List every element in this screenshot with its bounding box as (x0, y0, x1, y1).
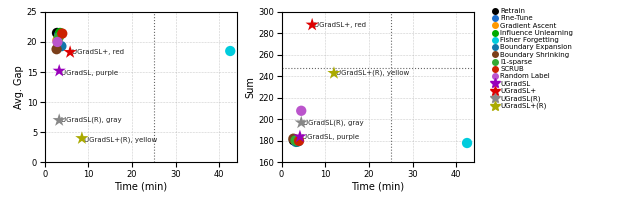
Point (292, 140, 302, 143)
Point (289, 139, 299, 142)
Text: UGradSL+, red: UGradSL+, red (314, 22, 366, 28)
Point (51, 48, 61, 51)
Point (77, 137, 87, 140)
Point (296, 121, 307, 124)
Y-axis label: Avg. Gap: Avg. Gap (14, 65, 24, 109)
Point (52, 40, 63, 44)
Point (65, 51, 76, 54)
Point (225, 50, 236, 53)
Point (57, 32, 67, 35)
Point (54, 36, 64, 39)
Text: UGradSL+, red: UGradSL+, red (72, 49, 124, 55)
X-axis label: Time (min): Time (min) (351, 182, 404, 192)
Point (295, 135, 305, 138)
Point (462, 141, 472, 145)
Point (289, 138, 300, 141)
Text: UGradSL, purple: UGradSL, purple (61, 70, 118, 76)
Point (307, 23, 317, 26)
Point (54, 69, 64, 72)
Point (55, 31, 65, 34)
Text: UGradSL+(R), yellow: UGradSL+(R), yellow (84, 136, 157, 143)
Point (329, 71, 339, 75)
Point (52, 31, 62, 34)
Point (52, 39, 63, 42)
X-axis label: Time (min): Time (min) (114, 182, 168, 192)
Y-axis label: Sum: Sum (245, 76, 255, 98)
Point (54, 33, 64, 36)
Text: UGradSL, purple: UGradSL, purple (302, 134, 359, 140)
Legend: Retrain, Fine-Tune, Gradient Ascent, Influence Unlearning, Fisher Forgetting, Bo: Retrain, Fine-Tune, Gradient Ascent, Inf… (490, 6, 576, 112)
Point (294, 139, 304, 142)
Text: UGradSL(R), gray: UGradSL(R), gray (303, 119, 364, 126)
Text: UGradSL(R), gray: UGradSL(R), gray (61, 117, 122, 124)
Point (291, 140, 301, 144)
Point (56, 45, 67, 48)
Point (296, 109, 307, 112)
Point (54, 119, 64, 122)
Point (288, 137, 298, 140)
Point (291, 139, 301, 142)
Point (293, 140, 303, 143)
Text: UGradSL+(R), yellow: UGradSL+(R), yellow (336, 70, 410, 76)
